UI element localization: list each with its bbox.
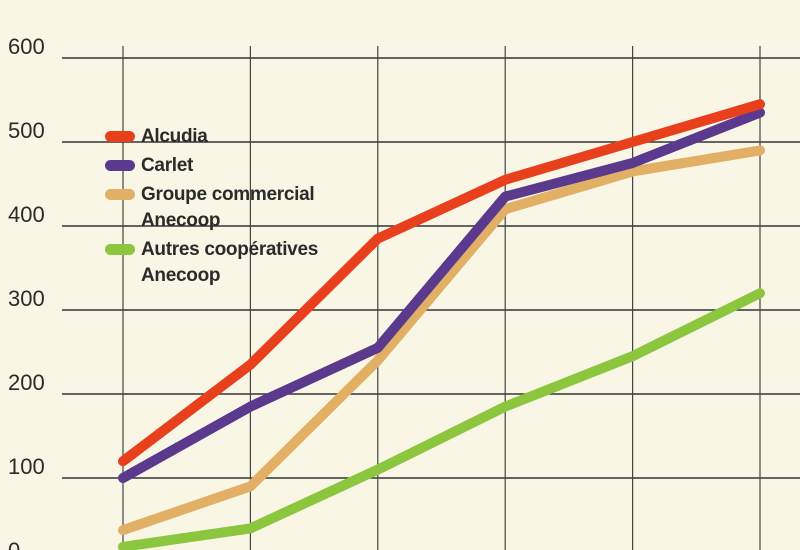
y-tick-label: 0 xyxy=(8,538,20,550)
legend-label: Alcudia xyxy=(141,126,208,147)
legend-swatch xyxy=(105,160,135,171)
legend-item: Carlet xyxy=(105,153,345,179)
series-line xyxy=(118,288,765,550)
legend-item: Groupe commercial Anecoop xyxy=(105,182,345,234)
legend-label: Carlet xyxy=(141,155,194,176)
legend-label: Autres coopératives Anecoop xyxy=(141,239,318,286)
legend: Alcudia Carlet Groupe commercial Anecoop Au… xyxy=(105,124,345,292)
legend-label: Groupe commercial Anecoop xyxy=(141,184,315,231)
legend-item: Alcudia xyxy=(105,124,345,150)
y-tick-label: 300 xyxy=(8,286,45,311)
series-line xyxy=(118,107,765,483)
legend-item: Autres coopératives Anecoop xyxy=(105,237,345,289)
legend-swatch xyxy=(105,189,135,200)
y-tick-label: 600 xyxy=(8,34,45,59)
series-line xyxy=(118,99,765,467)
y-tick-label: 400 xyxy=(8,202,45,227)
series-line xyxy=(118,145,765,536)
y-tick-label: 200 xyxy=(8,370,45,395)
legend-swatch xyxy=(105,244,135,255)
y-tick-label: 100 xyxy=(8,454,45,479)
y-tick-label: 500 xyxy=(8,118,45,143)
legend-swatch xyxy=(105,131,135,142)
